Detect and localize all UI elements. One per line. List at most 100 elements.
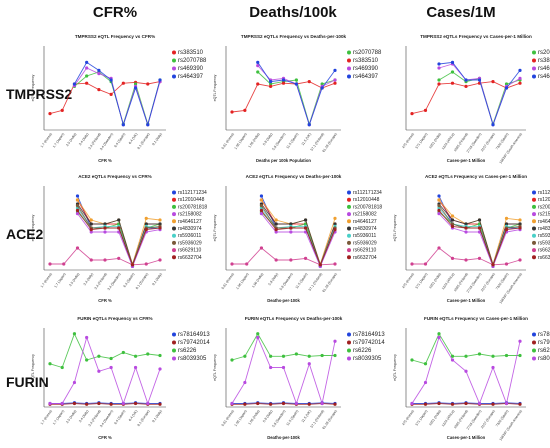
furin-cfr-data-point: [97, 369, 101, 373]
ace2-cases-legend-marker: [532, 219, 536, 224]
ace2-deaths-tick-label: 1.56 (Japan): [235, 272, 249, 290]
furin-cases-title: FURIN eQTLs Frequency vs Cases-per-1 Mil…: [424, 316, 528, 321]
furin-cfr-data-point: [158, 353, 162, 358]
ace2-deaths-ylabel: eQTL Frequency: [213, 214, 217, 241]
tmprss2-cfr-tick-label: 3.4 (Italy): [78, 132, 89, 146]
tmprss2-cases-tick-label: 475 (Korea): [401, 132, 415, 149]
furin-cases-legend-marker: [532, 348, 536, 353]
ace2-cases-ylabel: eQTL Frequency: [393, 214, 397, 241]
ace2-cases-data-point: [504, 262, 509, 266]
tmprss2-cases-xlabel: Cases-per-1 Million: [447, 158, 486, 163]
ace2-cases-data-point: [491, 263, 495, 267]
row-header-tmprss2: TMPRSS2: [6, 86, 73, 102]
ace2-cfr-data-point: [75, 194, 80, 198]
tmprss2-deaths-data-point: [333, 81, 337, 85]
furin-cfr-tick-label: 6.4 (UK): [128, 409, 139, 422]
ace2-deaths-data-point: [303, 218, 308, 222]
furin-cfr-data-point: [97, 401, 101, 406]
tmprss2-cfr-tick-label: 1.7 (Korea): [40, 132, 53, 148]
tmprss2-deaths-xlabel: Deaths per 100k Population: [256, 158, 311, 163]
ace2-deaths-data-point: [259, 194, 264, 198]
tmprss2-deaths-legend-label: rs2070788: [353, 50, 382, 56]
ace2-deaths-tick-label: 11.5 (Spain): [295, 272, 309, 289]
furin-cases-data-point: [464, 401, 468, 406]
tmprss2-deaths-tick-label: 11.5 (UK): [301, 132, 312, 146]
tmprss2-cases-data-point: [491, 80, 495, 84]
tmprss2-cases-data-point: [518, 76, 522, 80]
furin-cases-data-point: [518, 402, 522, 406]
ace2-cases-data-point: [423, 262, 428, 266]
ace2-cases-data-point: [477, 256, 482, 260]
tmprss2-cases-title: TMPRSS2 eQTLs Frequency vs Cases-per-1 M…: [420, 34, 532, 39]
ace2-cfr-legend-marker: [172, 219, 176, 224]
tmprss2-deaths-tick-label: 5.8 (Italy): [262, 132, 273, 146]
furin-cfr-data-point: [133, 365, 138, 370]
ace2-cases-legend-label: rs6629110: [538, 248, 550, 254]
furin-deaths-tick-label: 1.56 (Japan): [233, 409, 247, 427]
furin-deaths-legend-label: rs6226: [353, 348, 372, 354]
tmprss2-cfr-series-line: [74, 61, 161, 127]
ace2-deaths-series-line: [232, 247, 336, 266]
ace2-cases-data-point: [477, 226, 482, 230]
ace2-cfr-title: ACE2 eQTLs Frequency vs CFR%: [78, 174, 152, 179]
ace2-cfr-series-line: [77, 205, 161, 267]
furin-cfr-data-point: [146, 401, 150, 406]
ace2-deaths-data-point: [245, 262, 249, 266]
furin-cases-tick-label: 1051 (India): [428, 409, 442, 426]
ace2-cfr-data-point: [117, 226, 121, 230]
ace2-cfr-legend-label: rs200781818: [178, 204, 207, 210]
ace2-deaths-tick-label: 61.28 (Europe): [322, 272, 338, 293]
furin-deaths-legend-label: rs8039305: [353, 356, 382, 362]
furin-cases-legend-label: rs8039305: [538, 356, 550, 362]
ace2-deaths-tick-label: 5.8 (Italy): [268, 272, 279, 286]
furin-deaths-legend-marker: [347, 340, 351, 345]
furin-deaths-data-point: [243, 380, 247, 385]
furin-cases-data-point: [491, 354, 495, 358]
ace2-deaths-data-point: [303, 226, 308, 230]
ace2-cfr-legend-label: rs6629110: [178, 248, 201, 254]
ace2-deaths-data-point: [274, 230, 278, 234]
tmprss2-cases-data-point: [437, 78, 441, 82]
tmprss2-cfr-data-point: [133, 82, 138, 86]
furin-deaths-series-line: [231, 336, 336, 406]
ace2-cfr-legend-marker: [172, 226, 176, 231]
tmprss2-cases-legend-marker: [532, 66, 536, 71]
tmprss2-deaths-series-line: [257, 62, 336, 127]
ace2-cfr-series-line: [77, 203, 160, 267]
ace2-cases-data-point: [437, 194, 441, 198]
ace2-deaths-data-point: [333, 228, 337, 232]
tmprss2-cases-legend-marker: [532, 74, 536, 79]
furin-cases-legend-label: rs79742014: [538, 340, 550, 346]
furin-cases-data-point: [464, 354, 468, 358]
row-header-furin: FURIN: [6, 374, 49, 390]
tmprss2-cases-tick-label: 1224 (Africa): [441, 132, 455, 150]
ace2-cases-data-point: [518, 218, 522, 222]
ace2-cfr-data-point: [75, 212, 80, 216]
furin-cases-data-point: [477, 352, 482, 356]
ace2-deaths-legend-marker: [347, 197, 351, 202]
ace2-cfr-data-point: [130, 263, 135, 267]
ace2-cases-tick-label: 7320 (Spain): [495, 272, 509, 290]
tmprss2-deaths-ylabel: eQTL Frequency: [213, 74, 217, 101]
ace2-cfr-data-point: [103, 226, 107, 230]
furin-cases-data-point: [437, 332, 441, 336]
furin-deaths-data-point: [333, 339, 337, 343]
furin-deaths-data-point: [230, 401, 234, 406]
ace2-cfr-tick-label: 1.7 (Korea): [40, 272, 53, 288]
tmprss2-cfr-data-point: [133, 86, 138, 90]
ace2-cases-title: ACE2 eQTLs Frequency vs Cases-per-1 Mill…: [425, 174, 527, 179]
ace2-cases-legend-marker: [532, 197, 536, 202]
ace2-deaths-data-point: [230, 262, 234, 266]
furin-cfr-data-point: [72, 401, 77, 406]
furin-cases-ylabel: eQTL Frequency: [393, 354, 397, 381]
furin-cfr-legend-marker: [172, 332, 176, 337]
ace2-cfr-tick-label: 9.1 (Italy): [151, 272, 162, 286]
furin-deaths-xlabel: Deaths-per-100k: [267, 435, 300, 440]
ace2-cases-tick-label: 1051 (India): [428, 272, 442, 289]
furin-cfr-data-point: [60, 365, 64, 370]
ace2-cfr-tick-label: 3.4 (Italy): [83, 272, 94, 286]
furin-cases-data-point: [518, 339, 522, 343]
ace2-deaths-data-point: [333, 262, 337, 266]
ace2-cfr-data-point: [89, 218, 93, 222]
ace2-cases-data-point: [504, 222, 509, 226]
